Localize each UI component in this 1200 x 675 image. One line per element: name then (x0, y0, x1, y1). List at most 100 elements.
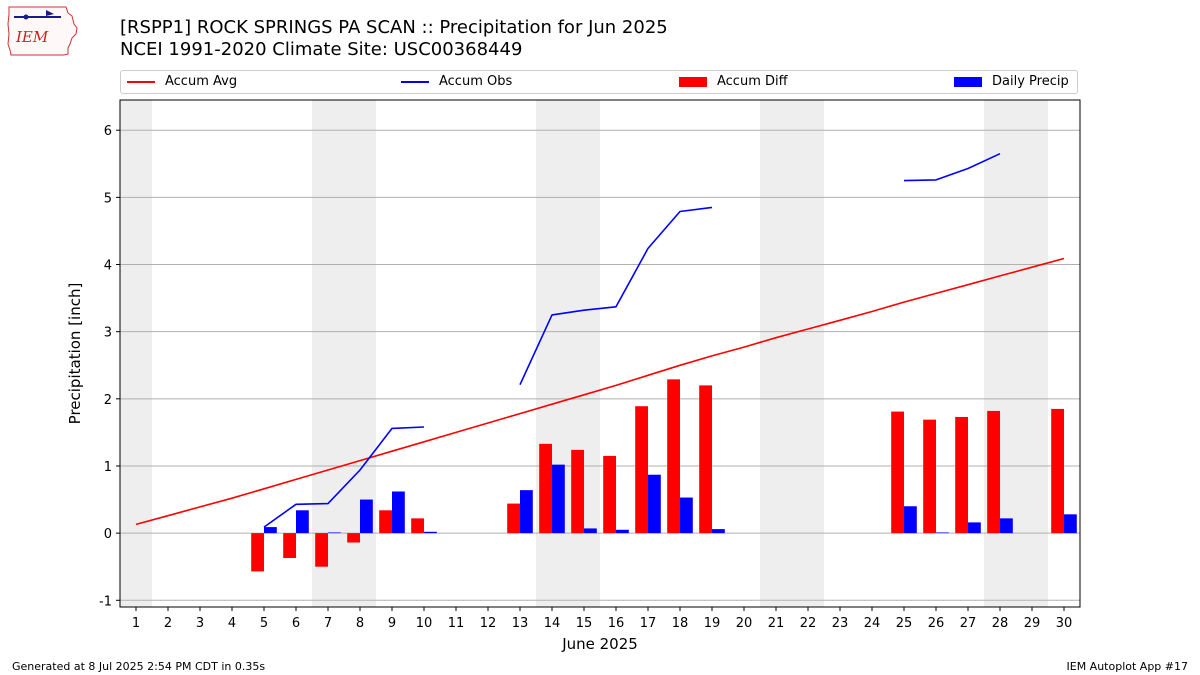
accum-diff-bar (539, 443, 552, 534)
x-tick-label: 1 (132, 616, 140, 631)
x-tick-label: 5 (260, 616, 268, 631)
y-axis-label: Precipitation [inch] (66, 283, 84, 425)
weekend-band (1016, 100, 1048, 607)
legend-label-accum-avg: Accum Avg (165, 74, 238, 89)
x-tick-label: 18 (672, 616, 689, 631)
y-tick-label: 1 (104, 460, 112, 475)
legend-swatch-accum-avg (127, 80, 155, 83)
daily-precip-bar (616, 529, 629, 534)
x-tick-label: 12 (480, 616, 497, 631)
daily-precip-bar (360, 499, 373, 534)
daily-precip-bar (1000, 518, 1013, 534)
legend-swatch-daily-precip (954, 76, 982, 87)
x-tick-label: 26 (928, 616, 945, 631)
plot-frame (119, 99, 1081, 608)
x-tick-label: 16 (608, 616, 625, 631)
daily-precip-bar (424, 531, 437, 534)
x-tick-label: 29 (1024, 616, 1041, 631)
x-tick-label: 25 (896, 616, 913, 631)
legend-item-accum-avg: Accum Avg (127, 74, 237, 90)
daily-precip-bar (584, 528, 597, 534)
y-tick-label: 5 (104, 191, 112, 206)
legend-item-daily-precip: Daily Precip (954, 74, 1069, 90)
daily-precip-bar (712, 529, 725, 534)
y-tick-label: -1 (99, 594, 112, 609)
accum-diff-bar (411, 518, 424, 534)
accum-avg-line (135, 257, 1065, 526)
accum-diff-bar (667, 379, 680, 534)
generated-timestamp: Generated at 8 Jul 2025 2:54 PM CDT in 0… (12, 660, 266, 673)
logo-text: IEM (15, 28, 49, 46)
legend-label-accum-obs: Accum Obs (439, 74, 513, 89)
x-tick-label: 15 (576, 616, 593, 631)
accum-diff-bar (507, 503, 520, 534)
iem-logo: IEM (7, 6, 78, 56)
accum-diff-bar (283, 533, 296, 558)
accum-diff-bar (315, 533, 328, 567)
y-tick-label: 0 (104, 527, 112, 542)
accum-diff-bar (347, 533, 360, 543)
x-tick-label: 9 (388, 616, 396, 631)
x-tick-label: 23 (832, 616, 849, 631)
accum-diff-bar (987, 410, 1000, 534)
legend-label-daily-precip: Daily Precip (992, 74, 1069, 89)
daily-precip-bar (392, 491, 405, 534)
daily-precip-bar (296, 510, 309, 534)
accum-diff-bar (891, 411, 904, 534)
x-tick-label: 28 (992, 616, 1009, 631)
x-tick-label: 4 (228, 616, 236, 631)
accum-diff-bar (379, 510, 392, 534)
daily-precip-bar (552, 464, 565, 534)
accum-diff-bar (923, 419, 936, 534)
x-tick-label: 2 (164, 616, 172, 631)
daily-precip-bar (936, 532, 949, 534)
accum-obs-line (263, 426, 425, 528)
x-tick-label: 11 (448, 616, 465, 631)
x-tick-label: 8 (356, 616, 364, 631)
x-tick-label: 22 (800, 616, 817, 631)
daily-precip-bar (1064, 514, 1077, 534)
x-tick-label: 21 (768, 616, 785, 631)
x-tick-label: 30 (1056, 616, 1073, 631)
weekend-band (792, 100, 824, 607)
weekend-band (120, 100, 152, 607)
x-tick-label: 19 (704, 616, 721, 631)
daily-precip-bar (328, 532, 341, 534)
accum-diff-bar (603, 455, 616, 534)
accum-diff-bar (571, 449, 584, 534)
x-tick-label: 27 (960, 616, 977, 631)
app-credit: IEM Autoplot App #17 (1066, 660, 1189, 673)
daily-precip-bar (264, 527, 277, 534)
accum-diff-bar (251, 533, 264, 572)
accum-diff-bar (955, 416, 968, 534)
x-axis-label: June 2025 (561, 635, 638, 653)
x-tick-label: 24 (864, 616, 881, 631)
y-tick-label: 4 (104, 259, 112, 274)
accum-obs-line (519, 206, 713, 386)
daily-precip-bar (680, 497, 693, 534)
y-tick-label: 2 (104, 393, 112, 408)
x-tick-label: 17 (640, 616, 657, 631)
x-tick-label: 3 (196, 616, 204, 631)
weekend-band (312, 100, 344, 607)
y-tick-label: 6 (104, 124, 112, 139)
x-tick-label: 7 (324, 616, 332, 631)
y-tick-label: 3 (104, 326, 112, 341)
weekend-band (760, 100, 792, 607)
daily-precip-bar (904, 506, 917, 534)
accum-diff-bar (699, 385, 712, 534)
x-tick-label: 20 (736, 616, 753, 631)
x-tick-label: 10 (416, 616, 433, 631)
chart-subtitle: NCEI 1991-2020 Climate Site: USC00368449 (120, 39, 523, 60)
legend-item-accum-obs: Accum Obs (401, 74, 512, 90)
x-tick-label: 13 (512, 616, 529, 631)
legend-swatch-accum-diff (679, 76, 707, 87)
daily-precip-bar (520, 490, 533, 534)
legend-swatch-accum-obs (401, 80, 429, 83)
daily-precip-bar (968, 522, 981, 534)
x-tick-label: 6 (292, 616, 300, 631)
legend: Accum Avg Accum Obs Accum Diff Daily Pre… (120, 70, 1078, 94)
accum-diff-bar (635, 406, 648, 534)
accum-diff-bar (1051, 408, 1064, 534)
